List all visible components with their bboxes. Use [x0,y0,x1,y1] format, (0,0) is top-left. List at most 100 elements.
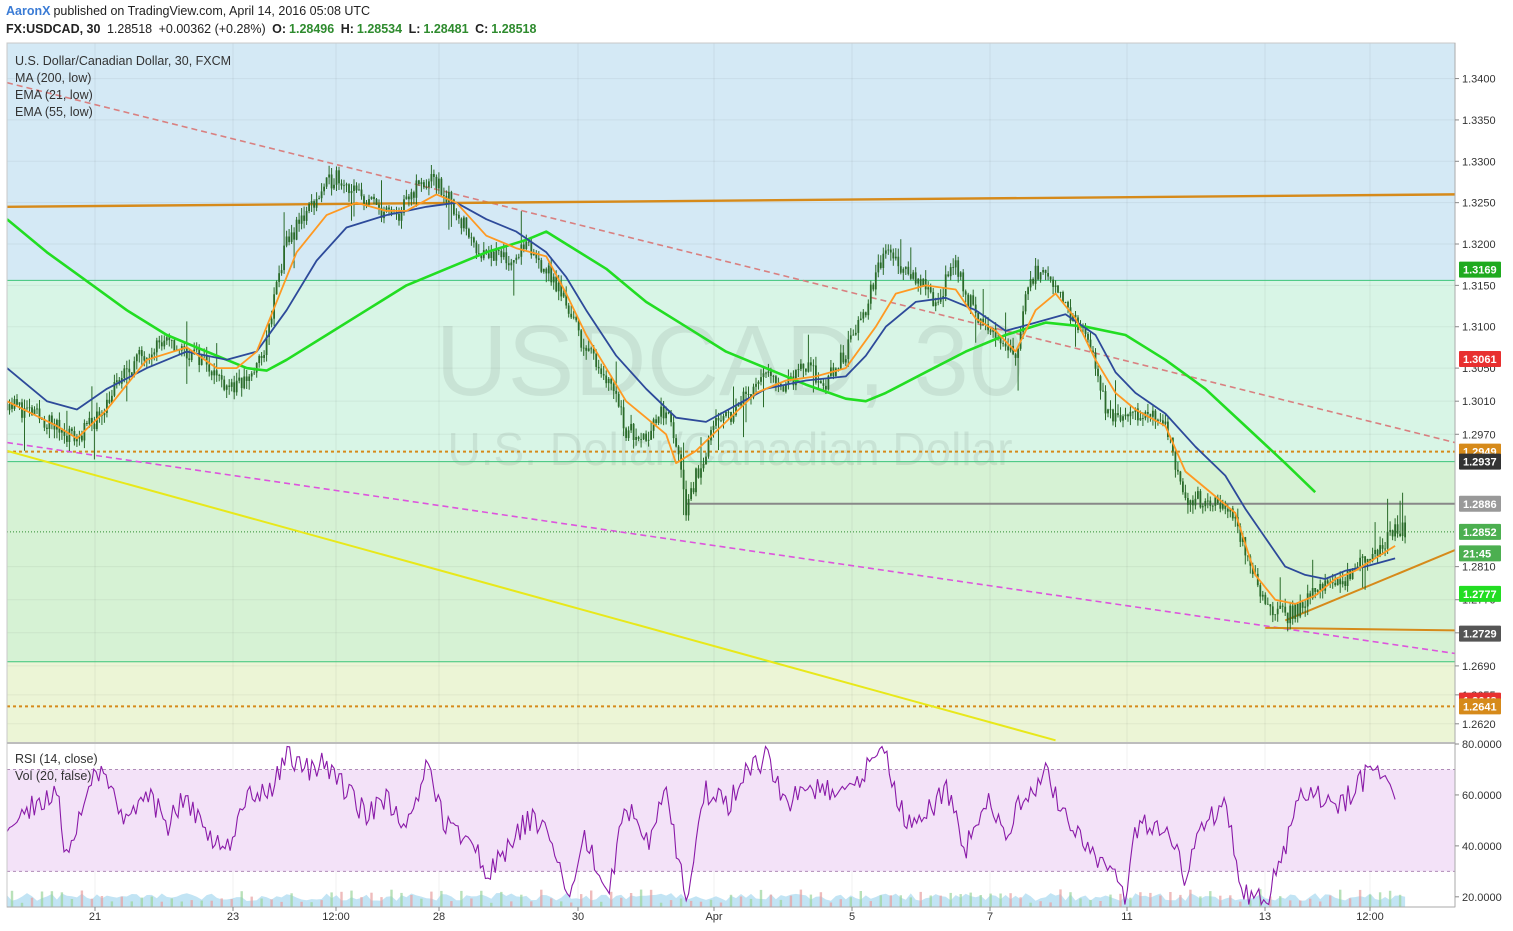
candle-body [1259,585,1262,597]
volume-bar [1009,893,1012,907]
legend-ma200[interactable]: MA (200, low) [15,71,91,85]
candle-body [580,330,583,348]
candle-body [525,241,528,249]
candle-body [752,386,755,398]
candle-body [887,249,890,251]
volume-bar [1289,900,1292,907]
candle-body [448,191,450,202]
legend-vol[interactable]: Vol (20, false) [15,769,91,783]
price-badge-label: 1.2729 [1463,629,1497,641]
candle-body [403,199,405,213]
candle-body [1189,500,1192,505]
candle-body [740,402,742,406]
candle-body [225,385,228,390]
candle-body [620,406,623,408]
candle-body [1336,579,1339,586]
volume-bar [969,892,972,907]
candle-body [255,363,258,373]
candle-body [760,377,762,382]
candle-body [1241,537,1244,542]
candle-body [465,217,468,229]
candle-body [1044,270,1047,273]
candle-body [1199,491,1202,508]
author-link[interactable]: AaronX [6,4,51,18]
candle-body [677,446,680,455]
candle-body [288,236,290,243]
time-tick-label: Apr [705,911,722,923]
open-label: O: [272,22,287,36]
candle-body [308,204,310,211]
candle-body [168,337,171,341]
candle-body [972,295,975,305]
volume-bar [889,895,892,907]
candle-body [1122,416,1124,421]
legend-ema21[interactable]: EMA (21, low) [15,88,93,102]
candle-body [707,440,710,457]
candle-body [1187,498,1189,505]
legend-ema55[interactable]: EMA (55, low) [15,105,93,119]
candle-body [852,334,855,336]
candle-body [86,423,88,424]
candle-body [892,252,895,259]
candle-body [512,260,515,263]
volume-bar [40,891,44,907]
volume-bar [560,901,563,907]
price-zone-3 [7,461,1455,662]
publish-line: AaronX published on TradingView.com, Apri… [6,4,373,18]
candle-body [438,178,440,189]
candle-body [1234,517,1237,519]
time-tick-label: 12:00 [322,911,350,923]
volume-bar [719,902,723,907]
candle-body [675,438,677,447]
volume-bar [769,894,773,907]
candle-body [765,372,767,374]
candle-body [535,254,538,259]
candle-body [1394,524,1396,537]
candle-body [133,361,136,375]
candle-body [378,204,380,208]
price-badge [1459,495,1501,512]
candle-body [58,419,61,433]
candle-body [817,381,820,383]
candle-body [897,256,900,267]
candle-body [101,415,103,416]
candle-body [188,358,191,360]
candle-body [1109,409,1112,411]
candle-body [1221,502,1224,509]
volume-bar [689,900,693,907]
candle-body [375,199,378,205]
candle-body [1007,346,1009,351]
candle-body [1326,580,1329,584]
candle-body [1396,524,1399,534]
candle-body [1002,343,1004,344]
legend-rsi[interactable]: RSI (14, close) [15,752,98,766]
candle-body [228,385,231,387]
candle-body [28,407,31,409]
volume-bar [1139,892,1142,907]
price-badge [1459,625,1501,642]
candle-body [1286,612,1289,624]
candle-body [1391,530,1394,537]
price-tick-label: 1.2620 [1462,719,1496,731]
candle-body [1324,580,1327,591]
candle-body [555,276,558,292]
candle-body [290,232,293,242]
candle-body [1157,419,1159,422]
volume-bar [180,901,183,907]
candle-body [610,378,613,384]
candle-body [1024,294,1027,312]
candle-body [1067,302,1069,308]
candle-body [849,335,852,340]
candle-body [310,201,313,204]
candle-body [428,181,430,187]
candle-body [635,437,637,440]
candle-body [542,268,545,272]
volume-bar [580,894,583,907]
candle-body [61,430,63,433]
candle-body [869,284,872,304]
candle-body [617,393,620,407]
candle-body [300,215,303,224]
candle-body [91,417,93,424]
price-badge-label: 1.2852 [1463,527,1497,539]
